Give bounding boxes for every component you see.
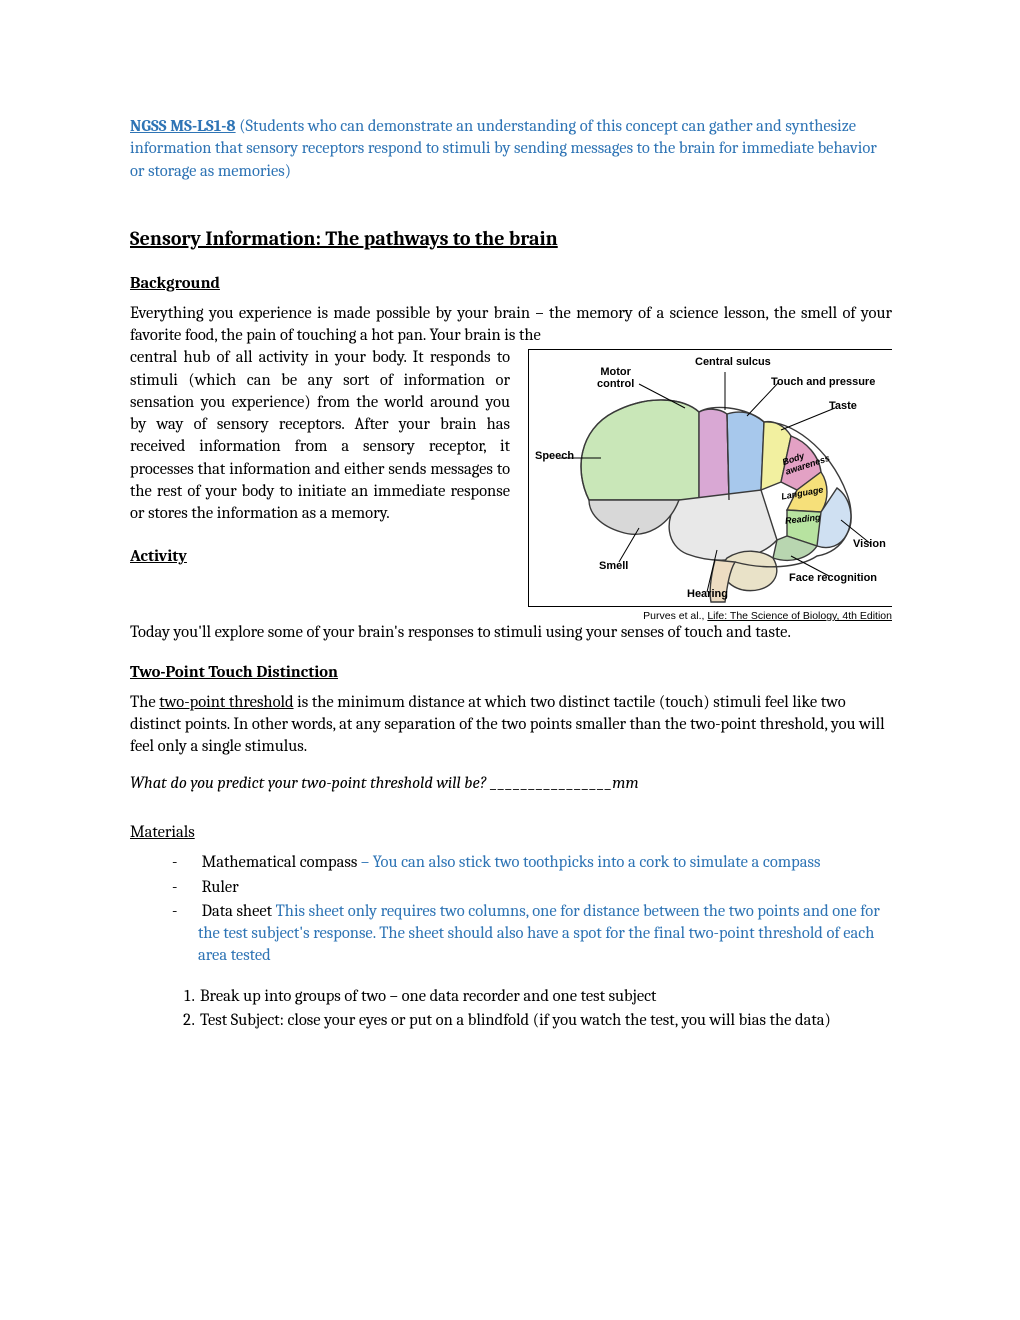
label-vision: Vision: [853, 538, 886, 550]
step-item: Test Subject: close your eyes or put on …: [198, 1010, 892, 1032]
page-title: Sensory Information: The pathways to the…: [130, 227, 892, 250]
materials-item: Ruler: [172, 877, 892, 899]
steps-list: Break up into groups of two – one data r…: [172, 986, 892, 1033]
standard-code: NGSS MS-LS1-8: [130, 117, 236, 136]
material-note: – You can also stick two toothpicks into…: [357, 853, 820, 872]
caption-title: Life: The Science of Biology, 4th Editio…: [707, 610, 892, 622]
background-intro: Everything you experience is made possib…: [130, 303, 892, 348]
brain-caption: Purves et al., Life: The Science of Biol…: [528, 610, 892, 622]
label-taste: Taste: [829, 400, 857, 412]
material-text: Data sheet: [202, 902, 272, 921]
label-hearing: Hearing: [687, 588, 728, 600]
background-heading: Background: [130, 274, 892, 293]
label-smell: Smell: [599, 560, 628, 572]
label-central-sulcus: Central sulcus: [695, 356, 771, 368]
predict-unit: mm: [612, 774, 638, 793]
material-note: This sheet only requires two columns, on…: [198, 902, 880, 966]
label-motor: Motor control: [597, 366, 634, 390]
predict-q-text: What do you predict your two-point thres…: [130, 774, 490, 793]
materials-heading: Materials: [130, 823, 892, 842]
material-text: Mathematical compass: [202, 853, 358, 872]
caption-prefix: Purves et al.,: [643, 610, 707, 622]
materials-item: Data sheet This sheet only requires two …: [172, 901, 892, 968]
label-face: Face recognition: [789, 572, 877, 584]
brain-diagram: Central sulcus Motor control Touch and p…: [528, 349, 892, 607]
twopoint-heading: Two-Point Touch Distinction: [130, 663, 892, 682]
predict-question: What do you predict your two-point thres…: [130, 774, 892, 793]
materials-list: Mathematical compass – You can also stic…: [172, 852, 892, 967]
standard-desc: (Students who can demonstrate an underst…: [130, 117, 877, 181]
step-item: Break up into groups of two – one data r…: [198, 986, 892, 1008]
label-speech: Speech: [535, 450, 574, 462]
twopoint-p1: The two-point threshold is the minimum d…: [130, 692, 892, 759]
brain-svg: [529, 350, 892, 606]
twopoint-p1a: The: [130, 693, 159, 712]
twopoint-p1u: two-point threshold: [159, 693, 293, 712]
activity-text: Today you'll explore some of your brain'…: [130, 622, 892, 644]
background-wrap: Central sulcus Motor control Touch and p…: [130, 347, 892, 622]
standard-line: NGSS MS-LS1-8 (Students who can demonstr…: [130, 116, 892, 183]
brain-figure: Central sulcus Motor control Touch and p…: [528, 349, 892, 622]
materials-item: Mathematical compass – You can also stic…: [172, 852, 892, 874]
label-touch: Touch and pressure: [771, 376, 875, 388]
page: NGSS MS-LS1-8 (Students who can demonstr…: [0, 0, 1020, 1320]
material-text: Ruler: [202, 878, 239, 897]
